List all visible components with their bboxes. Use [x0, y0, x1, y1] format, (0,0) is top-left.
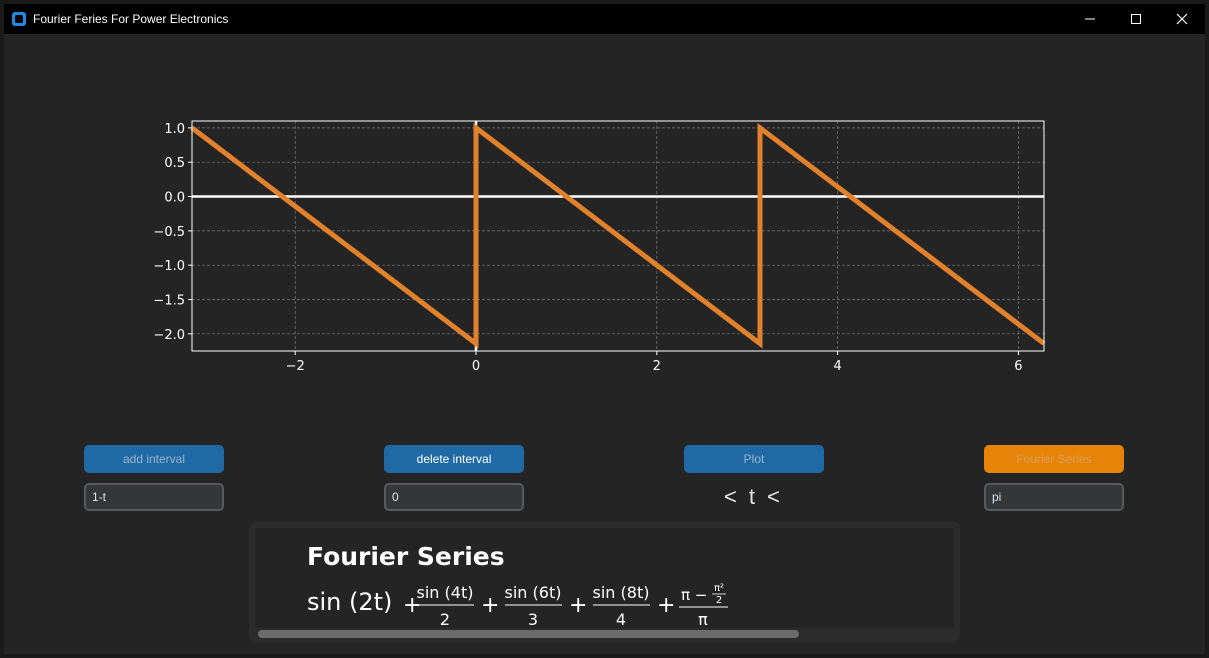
x-tick-label: 2 — [653, 359, 661, 374]
scrollbar-thumb[interactable] — [258, 630, 799, 638]
result-title: Fourier Series — [307, 542, 505, 571]
app-window: Fourier Feries For Power Electronics −2 0… — [4, 4, 1205, 654]
term-5-numerator-prefix: π − — [681, 586, 707, 604]
series-line — [190, 122, 1046, 349]
x-tick-label: 4 — [833, 359, 841, 374]
close-button[interactable] — [1159, 4, 1205, 34]
term-2-numerator: sin (4t) — [417, 583, 474, 602]
less-than-symbol: < — [766, 484, 782, 509]
plus-operator: + — [569, 593, 587, 618]
y-tick-label: 1.0 — [164, 122, 185, 137]
waveform-chart: −2 0 2 4 6 1.0 0.5 0.0 −0.5 −1.0 −1.5 −2.0 — [153, 120, 1046, 374]
plus-operator: + — [403, 593, 421, 618]
fourier-series-button[interactable]: Fourier Series — [984, 445, 1124, 473]
x-tick-label: 6 — [1014, 359, 1022, 374]
close-icon — [1176, 13, 1188, 25]
y-tick-label: 0.5 — [164, 156, 185, 171]
function-input[interactable] — [84, 483, 224, 511]
term-2-denominator: 2 — [440, 610, 450, 628]
y-tick-label: −1.0 — [153, 259, 185, 274]
x-tick-label: 0 — [472, 359, 480, 374]
minimize-icon — [1085, 18, 1095, 20]
result-panel: Fourier Series sin (2t) + sin (4t) 2 + s… — [249, 522, 960, 642]
minimize-button[interactable] — [1067, 4, 1113, 34]
tick-labels: −2 0 2 4 6 1.0 0.5 0.0 −0.5 −1.0 −1.5 −2.0 — [153, 122, 1022, 374]
fourier-formula: sin (2t) + sin (4t) 2 + sin (6t) 3 + sin… — [307, 583, 728, 628]
delete-interval-button[interactable]: delete interval — [384, 445, 524, 473]
add-interval-button[interactable]: add interval — [84, 445, 224, 473]
y-tick-label: 0.0 — [164, 191, 185, 206]
title-bar: Fourier Feries For Power Electronics — [4, 4, 1205, 34]
less-than-symbol: < — [724, 484, 739, 509]
variable-label: t — [748, 484, 757, 509]
term-4-denominator: 4 — [616, 610, 626, 628]
plot-frame — [191, 120, 1045, 352]
term-4-numerator: sin (8t) — [593, 583, 650, 602]
term-5-denominator: π — [698, 610, 708, 628]
y-tick-label: −0.5 — [153, 225, 185, 240]
y-tick-label: −1.5 — [153, 294, 185, 309]
term-3-denominator: 3 — [528, 610, 538, 628]
interval-inequality: < t < — [719, 484, 787, 510]
result-view: Fourier Series sin (2t) + sin (4t) 2 + s… — [255, 528, 954, 628]
term-5-inner-numerator: π² — [714, 583, 724, 594]
series-layer — [190, 122, 1046, 349]
y-tick-label: −2.0 — [153, 328, 185, 343]
axes — [188, 120, 1045, 355]
plus-operator: + — [481, 593, 499, 618]
lower-bound-input[interactable] — [384, 483, 524, 511]
maximize-button[interactable] — [1113, 4, 1159, 34]
x-tick-label: −2 — [286, 359, 305, 374]
app-icon — [12, 12, 26, 26]
horizontal-scrollbar[interactable] — [255, 628, 954, 638]
term-1: sin (2t) — [307, 588, 392, 616]
upper-bound-input[interactable] — [984, 483, 1124, 511]
plot-button[interactable]: Plot — [684, 445, 824, 473]
window-title: Fourier Feries For Power Electronics — [33, 12, 229, 26]
maximize-icon — [1131, 14, 1141, 24]
term-3-numerator: sin (6t) — [505, 583, 562, 602]
term-5-inner-denominator: 2 — [716, 595, 722, 606]
plus-operator: + — [657, 593, 675, 618]
